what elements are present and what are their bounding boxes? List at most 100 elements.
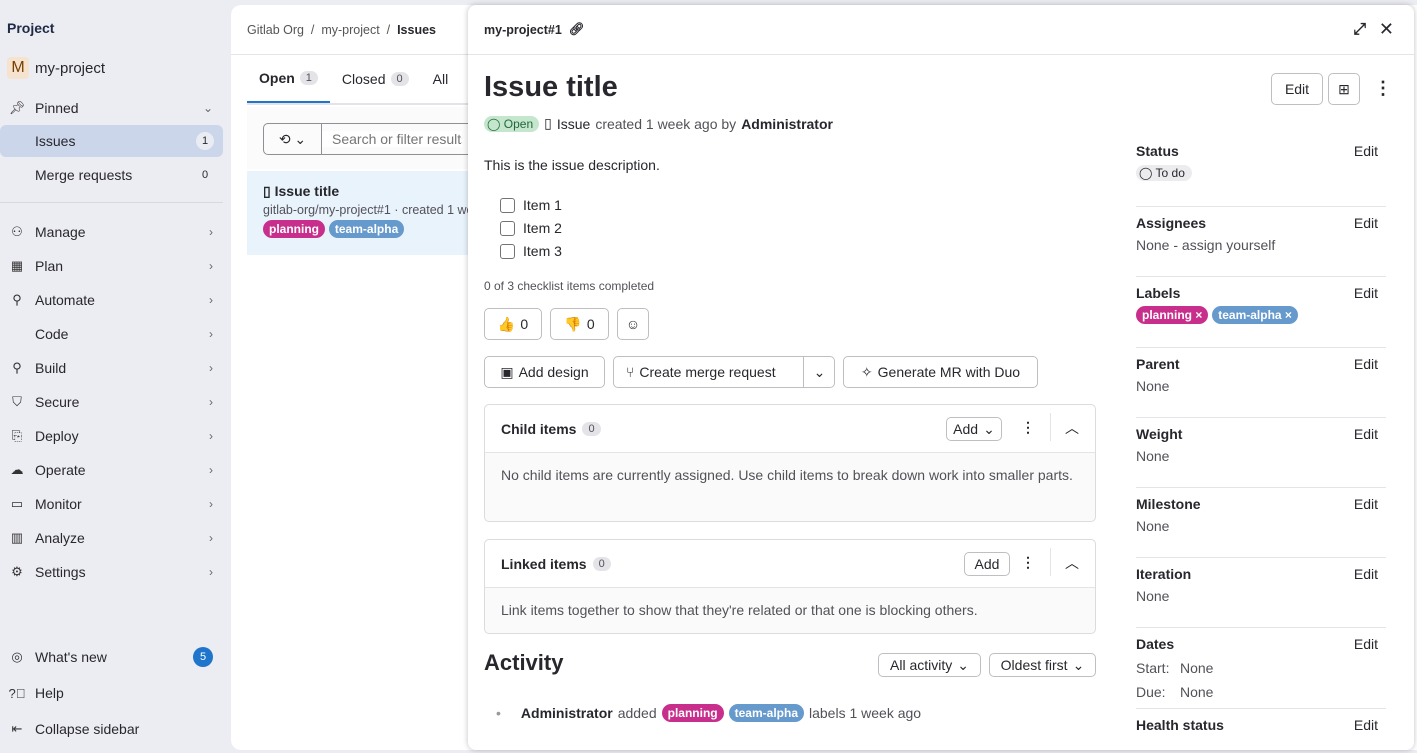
whats-new[interactable]: ◎ What's new 5 (0, 641, 223, 673)
question-icon: ?⃝ (8, 685, 26, 701)
sidebar-item-plan[interactable]: ▦ Plan › (0, 250, 223, 282)
recent-searches-button[interactable]: ⟲ ⌄ (264, 124, 322, 154)
thumbs-up-button[interactable]: 👍 0 (484, 308, 542, 340)
item-text: Item 2 (523, 220, 562, 236)
crumb[interactable]: Gitlab Org (247, 23, 304, 37)
checkbox[interactable] (500, 198, 515, 213)
sidebar-item-manage[interactable]: ⚇ Manage › (0, 216, 223, 248)
crumb[interactable]: my-project (321, 23, 380, 37)
tab-closed[interactable]: Closed 0 (330, 55, 421, 103)
activity-heading: Activity (484, 650, 564, 675)
edit-weight[interactable]: Edit (1353, 426, 1378, 442)
label-team-alpha[interactable]: team-alpha (728, 704, 804, 722)
sidebar-item-settings[interactable]: ⚙ Settings › (0, 556, 223, 588)
more-icon[interactable]: ⋮ (1021, 554, 1035, 570)
activity-filter-dropdown[interactable]: All activity ⌄ (878, 653, 981, 677)
chevron-up-icon[interactable]: ︿ (1065, 420, 1079, 436)
edit-parent[interactable]: Edit (1353, 356, 1378, 372)
edit-button[interactable]: Edit (1271, 73, 1323, 105)
label: Monitor (35, 496, 82, 512)
label-planning[interactable]: planning (661, 704, 724, 722)
author-link[interactable]: Administrator (520, 705, 613, 721)
add-child-button[interactable]: Add ⌄ (946, 417, 1002, 441)
checkbox[interactable] (500, 221, 515, 236)
chevron-up-icon[interactable]: ︿ (1065, 555, 1079, 571)
help[interactable]: ?⃝ Help (0, 677, 223, 709)
issue-meta: ◯ Open ▯ Issue created 1 week ago by Admini… (484, 115, 833, 132)
chevron-down-icon[interactable]: ⌄ (803, 357, 835, 387)
label-planning[interactable]: planning (263, 220, 325, 238)
value: None (1136, 588, 1170, 604)
checklist-item[interactable]: Item 1 (500, 194, 562, 217)
sidebar-item-monitor[interactable]: ▭ Monitor › (0, 488, 223, 520)
edit-labels[interactable]: Edit (1353, 285, 1378, 301)
add-design-button[interactable]: ▣ Add design (484, 356, 605, 388)
issue-title-link[interactable]: Issue title (274, 183, 340, 199)
status-badge: ◯ Open (484, 115, 540, 132)
sidebar-item-merge-requests[interactable]: Merge requests 0 (0, 159, 223, 191)
more-actions-icon[interactable]: ⋮ (1374, 78, 1392, 98)
sidebar-item-build[interactable]: ⚲ Build › (0, 352, 223, 384)
add-reaction-button[interactable]: ☺ (617, 308, 649, 340)
history-icon: ⟲ ⌄ (278, 130, 307, 147)
issue-meta: gitlab-org/my-project#1 · created 1 week… (263, 203, 512, 217)
label-team-alpha[interactable]: team-alpha (328, 220, 405, 238)
breadcrumb: Gitlab Org / my-project / Issues (247, 23, 436, 37)
thumbs-down-button[interactable]: 👎 0 (550, 308, 609, 340)
sidebar-item-analyze[interactable]: ▥ Analyze › (0, 522, 223, 554)
edit-milestone[interactable]: Edit (1353, 496, 1378, 512)
search-input[interactable] (322, 131, 462, 147)
create-merge-request-button[interactable]: ⑂ Create merge request ⌄ (613, 356, 835, 388)
assign-yourself-link[interactable]: None - assign yourself (1136, 237, 1276, 253)
edit-status[interactable]: Edit (1353, 143, 1378, 159)
filter-bar-box: ⟲ ⌄ (263, 123, 473, 155)
generate-mr-duo-button[interactable]: ✧ Generate MR with Duo (843, 356, 1038, 388)
value: None (1136, 518, 1170, 534)
label: Deploy (35, 428, 79, 444)
add-icon: ⊞ (1338, 80, 1350, 97)
parent-section: Parent Edit None (1136, 348, 1386, 418)
heading: Assignees (1136, 215, 1207, 231)
checkbox[interactable] (500, 244, 515, 259)
sort-dropdown[interactable]: Oldest first ⌄ (989, 653, 1096, 677)
label: Plan (35, 258, 64, 274)
rocket-icon: ⚲ (12, 292, 22, 307)
sidebar-item-code[interactable]: Code › (0, 318, 223, 350)
edit-assignees[interactable]: Edit (1353, 215, 1378, 231)
sidebar-item-automate[interactable]: ⚲ Automate › (0, 284, 223, 316)
pinned-toggle[interactable]: 📌︎ Pinned ⌄ (0, 92, 223, 124)
author-link[interactable]: Administrator (741, 115, 833, 132)
checklist-item[interactable]: Item 3 (500, 240, 562, 263)
label-planning[interactable]: planning × (1136, 306, 1209, 324)
more-icon[interactable]: ⋮ (1021, 419, 1035, 435)
checklist-item[interactable]: Item 2 (500, 217, 562, 240)
edit-health[interactable]: Edit (1353, 717, 1378, 733)
link-icon[interactable]: 🔗︎ (568, 22, 585, 36)
label: Closed (341, 71, 386, 87)
close-icon[interactable]: ✕ (1378, 19, 1394, 39)
sidebar-item-operate[interactable]: ☁ Operate › (0, 454, 223, 486)
new-item-button[interactable]: ⊞ (1328, 73, 1360, 105)
collapse-sidebar[interactable]: ⇤ Collapse sidebar (0, 713, 223, 745)
status-text: Open (503, 116, 534, 131)
issue-reference[interactable]: my-project#1 (484, 22, 562, 37)
sidebar-item-deploy[interactable]: ⎘ Deploy › (0, 420, 223, 452)
cloud-icon: ☁ (10, 462, 24, 477)
text: planning (1142, 308, 1192, 322)
issue-list-item[interactable]: ▯ Issue title gitlab-org/my-project#1 · … (247, 171, 512, 255)
crumb[interactable]: Issues (397, 23, 436, 37)
issue-drawer: my-project#1 🔗︎ ⤢ ✕ Issue title Edit ⊞ ⋮ … (468, 5, 1414, 750)
sidebar-item-issues[interactable]: Issues 1 (0, 125, 223, 157)
edit-dates[interactable]: Edit (1353, 636, 1378, 652)
issue-type: Issue (556, 115, 591, 132)
label-team-alpha[interactable]: team-alpha × (1212, 306, 1298, 324)
sidebar-item-secure[interactable]: ⛉ Secure › (0, 386, 223, 418)
tab-all[interactable]: All (421, 55, 461, 103)
tab-open[interactable]: Open 1 (247, 55, 330, 103)
expand-icon[interactable]: ⤢ (1353, 20, 1366, 38)
edit-iteration[interactable]: Edit (1353, 566, 1378, 582)
label: Generate MR with Duo (877, 364, 1021, 380)
add-linked-button[interactable]: Add (964, 552, 1010, 576)
